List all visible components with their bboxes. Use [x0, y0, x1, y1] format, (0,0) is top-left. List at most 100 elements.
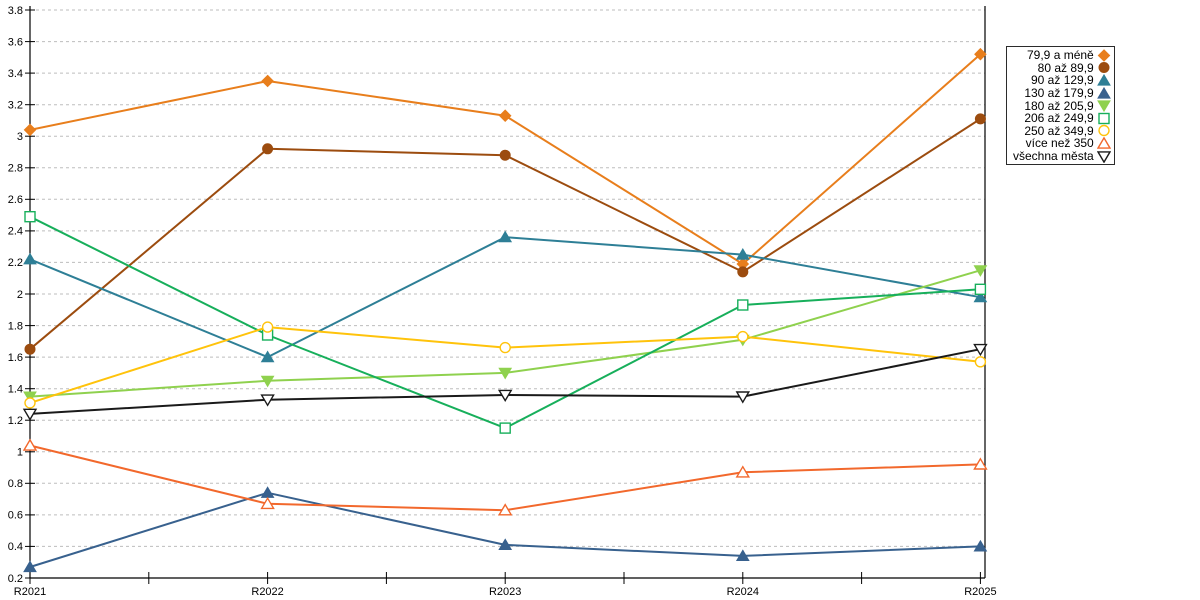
data-point-triangle-up: [735, 549, 750, 561]
y-tick-label: 3.2: [8, 100, 23, 112]
data-point-circle: [24, 343, 36, 355]
x-tick-label: R2021: [14, 586, 46, 598]
y-tick-label: 2.4: [8, 226, 23, 238]
data-point-triangle-down: [498, 367, 513, 380]
y-tick-label: 1.2: [8, 415, 23, 427]
data-point-diamond: [498, 109, 512, 123]
series-3: [23, 486, 988, 573]
legend-label: 79,9 a méně: [1027, 48, 1094, 63]
data-point-triangle-up: [23, 560, 37, 573]
data-point-triangle-up: [23, 252, 37, 265]
legend-item: 90 až 129,9: [1013, 73, 1111, 88]
legend-item: 79,9 a méně: [1013, 48, 1111, 63]
data-point-circle: [499, 341, 511, 354]
data-point-triangle-up: [260, 486, 275, 498]
y-tick-label: 1.4: [8, 384, 23, 396]
data-point-triangle-up: [1096, 86, 1111, 99]
legend-marker-triangle-up-icon: [1096, 73, 1111, 86]
legend-marker-circle-icon: [1098, 125, 1110, 137]
data-point-triangle-up: [735, 248, 750, 260]
data-point-square: [1098, 112, 1110, 124]
y-tick-label: 2.6: [8, 194, 23, 206]
legend-item: 130 až 179,9: [1013, 86, 1111, 101]
data-point-triangle-down: [260, 375, 275, 388]
data-point-triangle-down: [497, 389, 513, 402]
series-8: [22, 343, 988, 421]
data-point-triangle-down: [735, 391, 751, 404]
y-tick-label: 2.2: [8, 257, 23, 269]
data-point-square: [974, 283, 987, 295]
y-tick-label: 0.6: [8, 510, 23, 522]
data-point-triangle-down: [1096, 150, 1111, 163]
data-point-circle: [499, 149, 511, 161]
legend-label: 206 až 249,9: [1024, 111, 1094, 126]
legend-item: všechna města: [1013, 150, 1111, 163]
data-point-triangle-down: [973, 265, 988, 277]
legend-label: 80 až 89,9: [1037, 60, 1094, 75]
x-tick-label: R2023: [489, 586, 521, 598]
data-point-diamond: [23, 123, 37, 137]
x-tick-label: R2025: [964, 586, 996, 598]
data-point-triangle-up: [973, 457, 988, 470]
data-point-triangle-up: [497, 503, 513, 516]
legend-label: 90 až 129,9: [1031, 73, 1094, 88]
legend-marker-triangle-down-icon: [1096, 150, 1111, 163]
data-point-circle: [1098, 125, 1110, 137]
series-line: [29, 236, 982, 359]
data-point-triangle-up: [1096, 136, 1111, 149]
data-point-circle: [737, 266, 749, 278]
legend-label: 180 až 205,9: [1024, 98, 1094, 113]
y-tick-label: 3.8: [8, 5, 23, 17]
y-tick-label: 3.4: [8, 68, 23, 80]
legend-marker-diamond-icon: [1097, 48, 1111, 62]
data-point-triangle-down: [22, 408, 38, 421]
y-tick-label: 0.4: [8, 541, 23, 553]
data-point-diamond: [261, 74, 274, 88]
y-tick-label: 0.8: [8, 478, 23, 490]
data-point-triangle-up: [260, 496, 275, 510]
data-point-triangle-down: [973, 343, 988, 357]
x-tick-label: R2024: [727, 586, 759, 598]
y-tick-label: 3: [17, 131, 23, 143]
series-5: [24, 210, 987, 434]
data-point-circle: [974, 113, 986, 125]
legend-item: 250 až 349,9: [1013, 125, 1111, 138]
data-point-square: [24, 210, 36, 223]
data-point-circle: [262, 143, 274, 155]
data-point-triangle-down: [260, 394, 275, 407]
data-point-circle: [261, 321, 274, 333]
series-0: [23, 47, 987, 271]
chart-legend: 79,9 a méně 80 až 89,9 90 až 129,9 130 až 1…: [1006, 46, 1115, 166]
legend-marker-triangle-up-icon: [1096, 86, 1111, 99]
data-point-triangle-up: [735, 465, 751, 478]
legend-item: více než 350: [1013, 136, 1111, 150]
data-point-circle: [24, 397, 36, 409]
y-tick-label: 2.8: [8, 163, 23, 175]
series-1: [24, 113, 986, 355]
y-tick-label: 1.6: [8, 352, 23, 364]
data-point-triangle-up: [498, 230, 513, 243]
legend-marker-triangle-up-icon: [1096, 136, 1111, 149]
y-tick-label: 0.2: [8, 573, 23, 585]
data-point-diamond: [974, 47, 987, 61]
data-point-square: [499, 422, 511, 434]
data-point-triangle-up: [498, 538, 513, 550]
data-point-triangle-down: [1096, 100, 1111, 113]
legend-label: 250 až 349,9: [1024, 123, 1094, 138]
y-tick-label: 1.8: [8, 320, 23, 332]
legend-item: 206 až 249,9: [1013, 112, 1111, 125]
series-line: [29, 348, 982, 415]
legend-label: všechna města: [1013, 149, 1094, 164]
data-point-circle: [974, 356, 987, 368]
data-point-triangle-up: [973, 290, 988, 303]
data-point-circle: [1098, 62, 1110, 74]
series-7: [22, 438, 988, 516]
legend-marker-circle-icon: [1098, 62, 1110, 74]
data-point-triangle-down: [23, 391, 37, 404]
legend-marker-triangle-down-icon: [1096, 100, 1111, 113]
legend-label: 130 až 179,9: [1024, 86, 1094, 101]
data-point-diamond: [1097, 48, 1111, 62]
series-6: [24, 321, 987, 409]
y-tick-label: 2: [17, 289, 23, 301]
